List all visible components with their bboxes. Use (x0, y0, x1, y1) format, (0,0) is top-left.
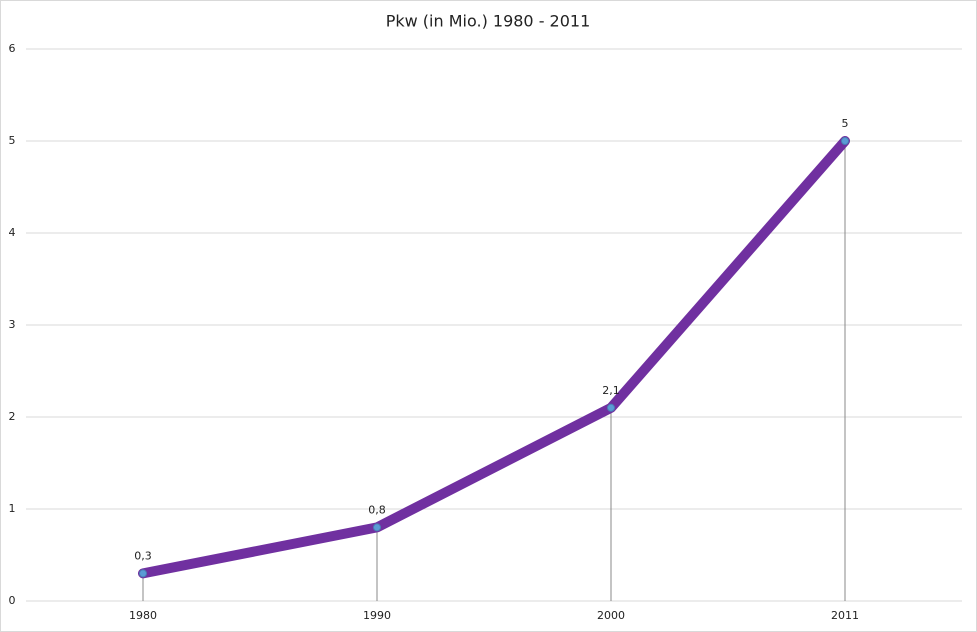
y-tick-label: 0 (9, 594, 16, 607)
y-tick-label: 1 (9, 502, 16, 515)
marker (841, 137, 849, 145)
marker (139, 569, 147, 578)
y-tick-label: 2 (9, 410, 16, 423)
data-label: 5 (842, 117, 849, 130)
y-tick-label: 5 (9, 134, 16, 147)
x-tick-label: 2011 (831, 609, 859, 622)
y-tick-label: 4 (9, 226, 16, 239)
marker (607, 403, 615, 412)
chart-title: Pkw (in Mio.) 1980 - 2011 (386, 12, 591, 31)
x-tick-label: 1980 (129, 609, 157, 622)
x-tick-label: 1990 (363, 609, 391, 622)
y-tick-label: 3 (9, 318, 16, 331)
x-tick-label: 2000 (597, 609, 625, 622)
data-label: 2,1 (602, 384, 620, 397)
marker (373, 523, 381, 532)
series-line (138, 136, 850, 579)
data-label: 0,3 (134, 549, 152, 562)
data-label: 0,8 (368, 503, 386, 516)
y-tick-label: 6 (9, 42, 16, 55)
